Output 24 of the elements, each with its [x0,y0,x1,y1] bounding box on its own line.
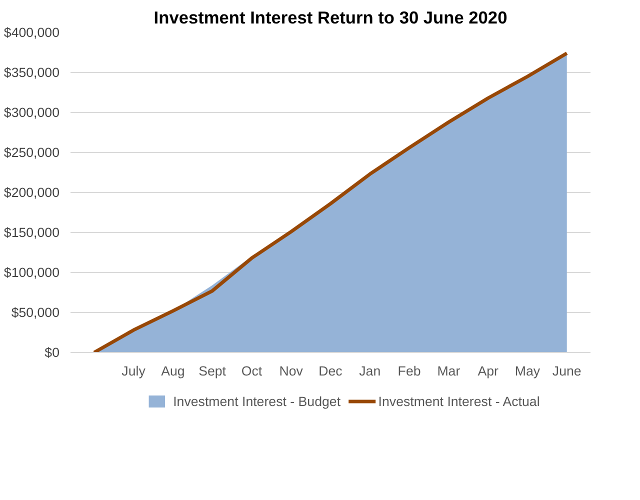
y-tick-label: $100,000 [4,265,60,280]
x-tick-label: May [514,364,540,378]
x-tick-label: Mar [437,364,461,378]
x-tick-label: Sept [198,364,226,378]
x-tick-label: Nov [279,364,304,378]
x-tick-label: July [122,364,146,378]
y-tick-label: $400,000 [4,25,60,40]
chart-title: Investment Interest Return to 30 June 2020 [154,8,508,28]
x-tick-label: Apr [478,364,500,378]
y-tick-label: $0 [44,345,60,360]
x-tick-label: Jan [359,364,381,378]
x-tick-label: Oct [241,364,262,378]
y-tick-label: $50,000 [11,305,60,320]
x-tick-label: June [552,364,582,378]
y-tick-label: $350,000 [4,65,60,80]
legend-label: Investment Interest - Budget [173,394,341,409]
x-tick-label: Dec [318,364,343,378]
legend-label: Investment Interest - Actual [378,394,540,409]
y-tick-label: $150,000 [4,225,60,240]
x-tick-label: Feb [398,364,421,378]
y-tick-label: $300,000 [4,105,60,120]
x-tick-label: Aug [161,364,185,378]
y-tick-label: $200,000 [4,185,60,200]
y-tick-label: $250,000 [4,145,60,160]
